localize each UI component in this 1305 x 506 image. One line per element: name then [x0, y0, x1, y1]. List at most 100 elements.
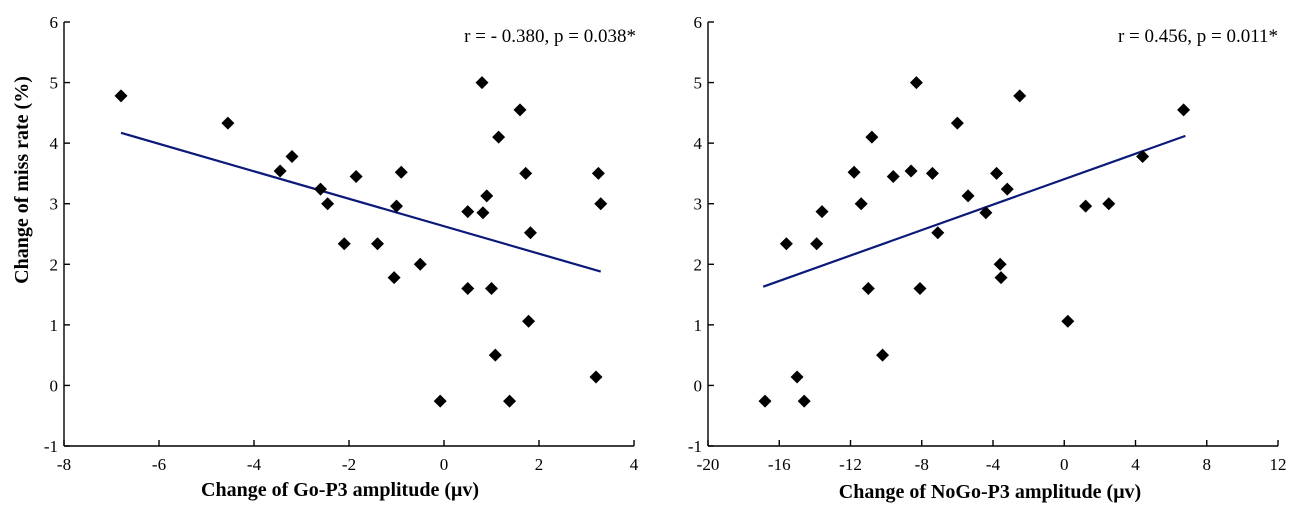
- y-tick-label: 5: [50, 74, 59, 93]
- data-point: [931, 226, 945, 240]
- data-point: [886, 169, 900, 183]
- x-tick-label: -4: [247, 455, 262, 474]
- data-point: [433, 394, 447, 408]
- y-tick-label: 1: [50, 316, 59, 335]
- data-point: [513, 103, 527, 117]
- x-tick-label: -8: [915, 455, 929, 474]
- data-point: [337, 237, 351, 251]
- y-tick-label: 3: [694, 195, 703, 214]
- data-point: [1061, 314, 1075, 328]
- y-axis-title: Change of miss rate (%): [11, 76, 33, 284]
- data-point: [221, 116, 235, 130]
- data-point: [797, 394, 811, 408]
- x-tick-label: 12: [1270, 455, 1287, 474]
- regression-line: [762, 134, 1186, 288]
- data-point: [285, 149, 299, 163]
- data-point: [349, 169, 363, 183]
- x-tick-label: -8: [57, 455, 71, 474]
- data-point: [591, 166, 605, 180]
- y-tick-label: 6: [694, 13, 703, 32]
- data-point: [861, 282, 875, 296]
- y-tick-label: 4: [694, 134, 703, 153]
- data-point: [925, 166, 939, 180]
- data-point: [990, 166, 1004, 180]
- y-tick-label: 2: [694, 255, 703, 274]
- x-axis-title: Change of Go-P3 amplitude (μv): [201, 479, 479, 501]
- data-point: [1013, 89, 1027, 103]
- y-tick-label: 6: [50, 13, 59, 32]
- data-point: [961, 189, 975, 203]
- data-point: [522, 314, 536, 328]
- data-point: [390, 199, 403, 213]
- data-point: [413, 257, 427, 271]
- x-tick-label: 0: [440, 455, 449, 474]
- x-tick-label: -2: [342, 455, 356, 474]
- data-point: [1102, 197, 1116, 211]
- data-point: [815, 205, 829, 219]
- x-tick-label: 8: [1203, 455, 1212, 474]
- data-point: [519, 166, 533, 180]
- y-tick-label: 0: [50, 376, 59, 395]
- x-tick-label: 4: [1131, 455, 1140, 474]
- data-point: [594, 197, 608, 211]
- data-point: [476, 206, 490, 220]
- data-point: [779, 237, 793, 251]
- y-tick-label: 0: [694, 376, 703, 395]
- data-point: [273, 164, 287, 178]
- data-point: [993, 257, 1007, 271]
- data-point: [994, 271, 1008, 285]
- x-axis-title: Change of NoGo-P3 amplitude (μv): [839, 481, 1141, 503]
- data-point: [865, 130, 879, 144]
- data-point: [909, 76, 923, 90]
- x-tick-label: -16: [768, 455, 791, 474]
- data-point: [854, 197, 868, 211]
- x-tick-label: -12: [839, 455, 862, 474]
- data-point: [480, 189, 494, 203]
- x-tick-label: 0: [1060, 455, 1069, 474]
- data-point: [979, 206, 993, 220]
- x-tick-label: -4: [986, 455, 1001, 474]
- data-point: [485, 282, 498, 296]
- data-point: [523, 226, 537, 240]
- correlation-annotation: r = - 0.380, p = 0.038*: [464, 26, 636, 47]
- data-point: [461, 205, 475, 219]
- y-tick-label: 5: [694, 74, 703, 93]
- data-point: [1079, 199, 1093, 213]
- data-point: [950, 116, 964, 130]
- x-tick-label: 2: [535, 455, 544, 474]
- data-point: [810, 237, 824, 251]
- data-point: [503, 394, 517, 408]
- data-point: [475, 76, 489, 90]
- y-tick-label: 3: [50, 195, 59, 214]
- y-tick-label: 1: [694, 316, 703, 335]
- y-tick-label: 2: [50, 255, 59, 274]
- data-point: [847, 165, 861, 179]
- y-tick-label: -1: [688, 437, 702, 456]
- data-point: [314, 182, 327, 196]
- data-point: [461, 282, 475, 296]
- data-point: [876, 348, 890, 362]
- data-point: [790, 370, 804, 384]
- data-point: [1177, 103, 1191, 117]
- x-tick-label: 4: [630, 455, 639, 474]
- scatter-panel-go-p3: Change of miss rate (%) Change of Go-P3 …: [11, 13, 639, 501]
- data-point: [589, 370, 603, 384]
- y-tick-label: -1: [44, 437, 58, 456]
- data-point: [913, 282, 927, 296]
- data-point: [492, 130, 506, 144]
- data-point: [394, 165, 408, 179]
- data-point: [321, 197, 335, 211]
- data-point: [758, 394, 772, 408]
- data-point: [114, 89, 128, 103]
- x-tick-label: -20: [697, 455, 720, 474]
- data-point: [387, 271, 401, 285]
- data-point: [1000, 182, 1014, 196]
- y-tick-label: 4: [50, 134, 59, 153]
- scatter-panel-nogo-p3: Change of NoGo-P3 amplitude (μv) r = 0.4…: [688, 13, 1287, 503]
- correlation-annotation: r = 0.456, p = 0.011*: [1118, 26, 1278, 47]
- data-point: [904, 164, 918, 178]
- x-tick-label: -6: [152, 455, 166, 474]
- data-point: [1136, 149, 1150, 163]
- data-point: [371, 237, 384, 251]
